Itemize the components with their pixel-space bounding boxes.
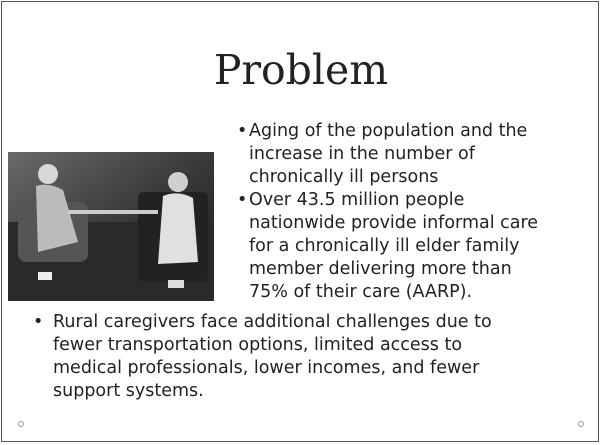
bullet-text: Rural caregivers face additional challen… xyxy=(53,311,492,403)
text-line: fewer transportation options, limited ac… xyxy=(53,334,492,357)
photo-person-head xyxy=(168,172,188,192)
text-line: Rural caregivers face additional challen… xyxy=(53,311,492,334)
text-line: support systems. xyxy=(53,380,492,403)
photo-person-body xyxy=(158,193,198,264)
text-line: chronically ill persons xyxy=(249,166,527,189)
photo-person-head xyxy=(38,164,58,184)
text-line: Aging of the population and the xyxy=(249,120,527,143)
bullet-marker: • xyxy=(33,311,43,334)
text-line: increase in the number of xyxy=(249,143,527,166)
photo-shoe xyxy=(168,280,184,288)
slide-title: Problem xyxy=(0,46,602,94)
bullet-marker: • xyxy=(237,120,247,143)
text-line: 75% of their care (AARP). xyxy=(249,281,538,304)
bullet-marker: • xyxy=(237,189,247,212)
text-line: member delivering more than xyxy=(249,258,538,281)
photo-shoe xyxy=(38,272,52,280)
slide: {"slide": { "title": "Problem", "right_b… xyxy=(0,0,602,445)
corner-ornament xyxy=(18,421,24,427)
photo xyxy=(8,152,214,301)
text-line: Over 43.5 million people xyxy=(249,189,538,212)
text-line: medical professionals, lower incomes, an… xyxy=(53,357,492,380)
corner-ornament xyxy=(578,421,584,427)
text-line: nationwide provide informal care xyxy=(249,212,538,235)
text-line: for a chronically ill elder family xyxy=(249,235,538,258)
